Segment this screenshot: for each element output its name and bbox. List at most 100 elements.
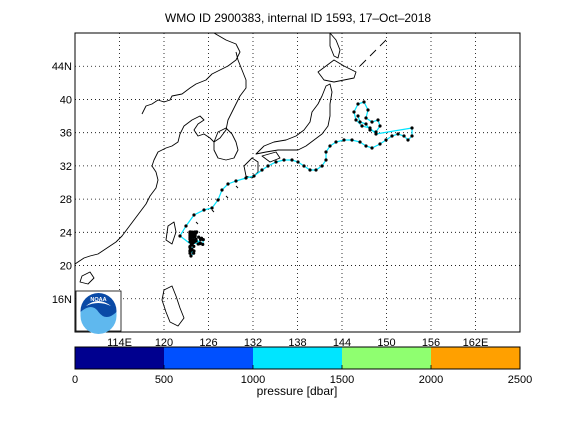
lon-tick-label: 150 [377, 337, 395, 349]
kyushu-coast [243, 157, 259, 179]
colorbar-tick-label: 2000 [419, 374, 443, 386]
float-profile-marker [356, 114, 360, 118]
colorbar-frame [74, 346, 521, 370]
float-profile-marker [308, 168, 312, 172]
noaa-logo: NOAA [75, 290, 122, 334]
float-profile-marker [192, 244, 196, 248]
colorbar-segment [164, 347, 254, 369]
float-profile-marker [410, 126, 414, 130]
lat-tick-label: 44N [52, 61, 72, 73]
colorbar-tick-label: 500 [155, 374, 173, 386]
map-frame [74, 32, 521, 333]
float-profile-marker [190, 233, 195, 237]
float-profile-marker [193, 230, 197, 234]
honshu-coast [255, 83, 333, 155]
float-profile-marker [324, 158, 328, 162]
float-profile-marker [282, 158, 286, 162]
lat-tick-label: 24 [60, 227, 72, 239]
float-profile-marker [190, 230, 194, 234]
float-profile-marker [220, 188, 224, 192]
latitude-ticks: 16N 20 24 28 32 36 40 44N [52, 61, 72, 306]
float-profile-marker [184, 224, 188, 228]
float-profile-marker [202, 208, 206, 212]
lat-tick-label: 28 [60, 194, 72, 206]
longitude-ticks: 114E 120 126 132 138 144 150 156 162E [107, 337, 488, 349]
float-profile-marker [260, 168, 264, 172]
float-profile-marker [402, 134, 406, 138]
float-profile-marker [334, 140, 338, 144]
float-profile-marker [360, 124, 364, 128]
lat-tick-label: 40 [60, 94, 72, 106]
float-profile-marker [216, 198, 220, 202]
float-profile-marker [252, 174, 256, 178]
lon-tick-label: 126 [199, 337, 217, 349]
float-profile-marker [192, 240, 196, 244]
float-profile-marker [378, 142, 382, 146]
luzon-coast [161, 285, 185, 327]
lon-tick-label: 114E [107, 337, 132, 349]
float-profile-marker [244, 176, 248, 180]
float-profile-marker [374, 130, 378, 134]
float-profile-marker [410, 134, 414, 138]
float-profile-marker [390, 134, 394, 138]
colorbar-segment [342, 347, 432, 369]
float-profile-marker [384, 138, 388, 142]
float-profile-marker [194, 237, 198, 241]
float-profile-marker [368, 128, 372, 132]
korea-coast [213, 127, 239, 161]
hainan-coast [79, 271, 95, 285]
float-profile-marker [188, 244, 192, 249]
float-profile-marker [376, 118, 380, 122]
asia-mainland-coast [74, 32, 247, 265]
float-profile-marker [196, 242, 200, 246]
colorbar-tick-label: 1500 [330, 374, 354, 386]
noaa-logo-seagull [86, 301, 111, 306]
float-profile-marker [358, 140, 362, 144]
float-profile-marker [364, 122, 368, 126]
float-profile-marker [188, 240, 192, 244]
lon-tick-label: 162E [463, 337, 489, 349]
colorbar-tick-label: 0 [72, 374, 78, 386]
coastlines [74, 32, 387, 327]
float-profile-marker [192, 251, 196, 255]
float-profile-marker [356, 102, 360, 106]
float-profile-marker [406, 138, 410, 142]
lon-tick-label: 138 [288, 337, 306, 349]
float-profile-marker [354, 118, 358, 122]
float-profile-marker [266, 164, 270, 168]
colorbar [75, 347, 521, 369]
float-profile-marker [198, 237, 203, 242]
float-profile-marker [364, 144, 368, 148]
float-profile-marker [192, 213, 196, 217]
float-profile-marker [201, 242, 205, 246]
taiwan-coast [165, 221, 177, 245]
float-profile-marker [178, 234, 182, 238]
float-profile-marker [378, 124, 382, 128]
float-profile-marker [342, 138, 346, 142]
colorbar-ticks: 0 500 1000 1500 2000 2500 [72, 365, 532, 386]
lon-tick-label: 144 [333, 337, 351, 349]
float-profile-marker [210, 206, 214, 210]
float-profile-marker [189, 254, 193, 258]
shikoku-coast [261, 151, 281, 163]
colorbar-label: pressure [dbar] [257, 384, 338, 398]
lon-tick-label: 156 [422, 337, 440, 349]
float-profile-marker [370, 120, 374, 124]
colorbar-segment [75, 347, 165, 369]
ryukyu-islands [195, 185, 239, 225]
kuril-islands [359, 39, 387, 67]
float-profile-marker [362, 100, 366, 104]
float-profile-marker [366, 108, 370, 112]
float-profile-marker [364, 116, 368, 120]
hokkaido-coast [317, 59, 357, 83]
colorbar-tick-label: 2500 [508, 374, 532, 386]
float-profile-marker [324, 150, 328, 154]
float-profile-marker [396, 132, 400, 136]
float-profile-marker [197, 235, 201, 239]
float-profile-marker [234, 179, 238, 183]
lat-tick-label: 32 [60, 161, 72, 173]
lon-tick-label: 132 [244, 337, 262, 349]
lat-tick-label: 16N [52, 294, 72, 306]
float-profile-marker [370, 146, 374, 150]
